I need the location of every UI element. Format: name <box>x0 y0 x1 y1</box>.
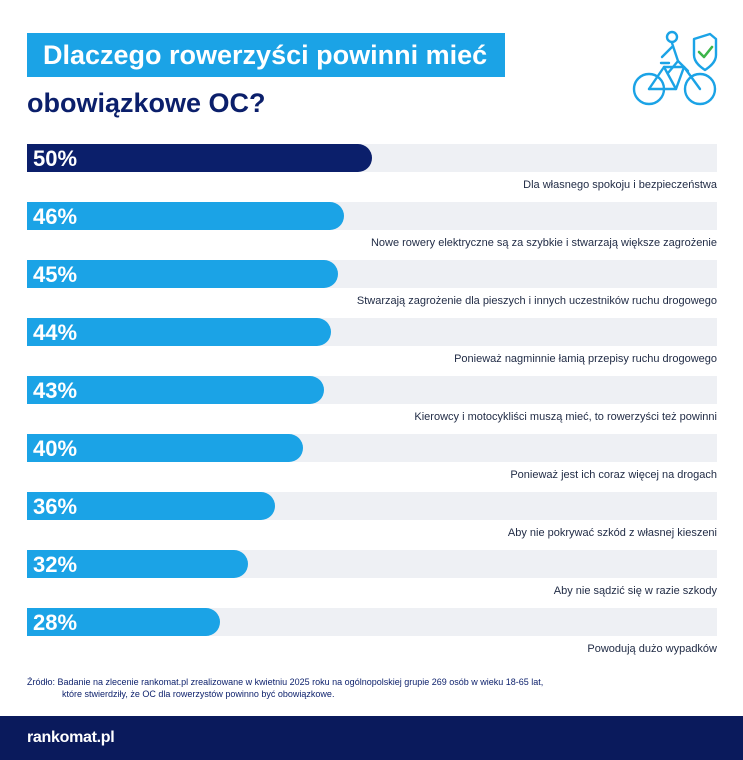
bar-value-label: 28% <box>33 610 78 635</box>
bar-row: 44% Ponieważ nagminnie łamią przepisy ruc… <box>27 318 717 365</box>
category-label: Stwarzają zagrożenie dla pieszych i inny… <box>356 295 717 307</box>
bar-track: 50% <box>27 144 717 172</box>
bar-track: 28% <box>27 608 717 636</box>
bar-row: 50% Dla własnego spokoju i bezpieczeństwa <box>27 144 717 191</box>
bar-track: 45% <box>27 260 717 288</box>
bar-row: 28% Powodują dużo wypadków <box>27 608 717 655</box>
bar: 32% <box>27 550 248 578</box>
category-label: Ponieważ nagminnie łamią przepisy ruchu … <box>454 353 717 365</box>
bar: 46% <box>27 202 344 230</box>
bar-value-label: 46% <box>33 204 78 229</box>
bar-row: 43% Kierowcy i motocykliści muszą mieć, t… <box>27 376 717 423</box>
category-label: Aby nie sądzić się w razie szkody <box>553 585 717 597</box>
bar: 50% <box>27 144 372 172</box>
bar-value-label: 45% <box>33 262 78 287</box>
bar: 43% <box>27 376 324 404</box>
bar-track: 46% <box>27 202 717 230</box>
bar-row: 45% Stwarzają zagrożenie dla pieszych i i… <box>27 260 717 307</box>
category-label: Powodują dużo wypadków <box>587 643 717 655</box>
footer: rankomat.pl <box>0 716 743 760</box>
bar-row: 32% Aby nie sądzić się w razie szkody <box>27 550 717 597</box>
bar: 28% <box>27 608 220 636</box>
bar-row: 40% Ponieważ jest ich coraz więcej na dro… <box>27 434 717 481</box>
bar-row: 46% Nowe rowery elektryczne są za szybkie… <box>27 202 717 249</box>
bar: 40% <box>27 434 303 462</box>
bar: 44% <box>27 318 331 346</box>
bar-track: 43% <box>27 376 717 404</box>
category-label: Ponieważ jest ich coraz więcej na drogac… <box>510 469 717 481</box>
bar-track: 36% <box>27 492 717 520</box>
category-label: Dla własnego spokoju i bezpieczeństwa <box>523 179 717 191</box>
bar-value-label: 44% <box>33 320 78 345</box>
rankomat-logo: rankomat.pl <box>27 729 115 746</box>
bar-row: 36% Aby nie pokrywać szkód z własnej kies… <box>27 492 717 539</box>
source-line-2: które stwierdziły, że OC dla rowerzystów… <box>62 689 335 699</box>
bar: 45% <box>27 260 338 288</box>
source-line-1: Źródło: Badanie na zlecenie rankomat.pl … <box>27 677 544 687</box>
title-line-1: Dlaczego rowerzyści powinni mieć <box>27 33 506 77</box>
category-label: Nowe rowery elektryczne są za szybkie i … <box>370 237 717 249</box>
bar-value-label: 36% <box>33 494 78 519</box>
source-note: Źródło: Badanie na zlecenie rankomat.pl … <box>27 676 543 700</box>
bar-track: 44% <box>27 318 717 346</box>
bar: 36% <box>27 492 275 520</box>
bar-track: 40% <box>27 434 717 462</box>
bar-value-label: 32% <box>33 552 78 577</box>
category-label: Aby nie pokrywać szkód z własnej kieszen… <box>507 527 717 539</box>
title-line-2: obowiązkowe OC? <box>27 88 266 118</box>
category-label: Kierowcy i motocykliści muszą mieć, to r… <box>414 411 717 423</box>
bar-value-label: 50% <box>33 146 78 171</box>
bar-value-label: 43% <box>33 378 78 403</box>
bar-track: 32% <box>27 550 717 578</box>
bar-value-label: 40% <box>33 436 78 461</box>
bicycle-shield-icon <box>632 30 718 106</box>
